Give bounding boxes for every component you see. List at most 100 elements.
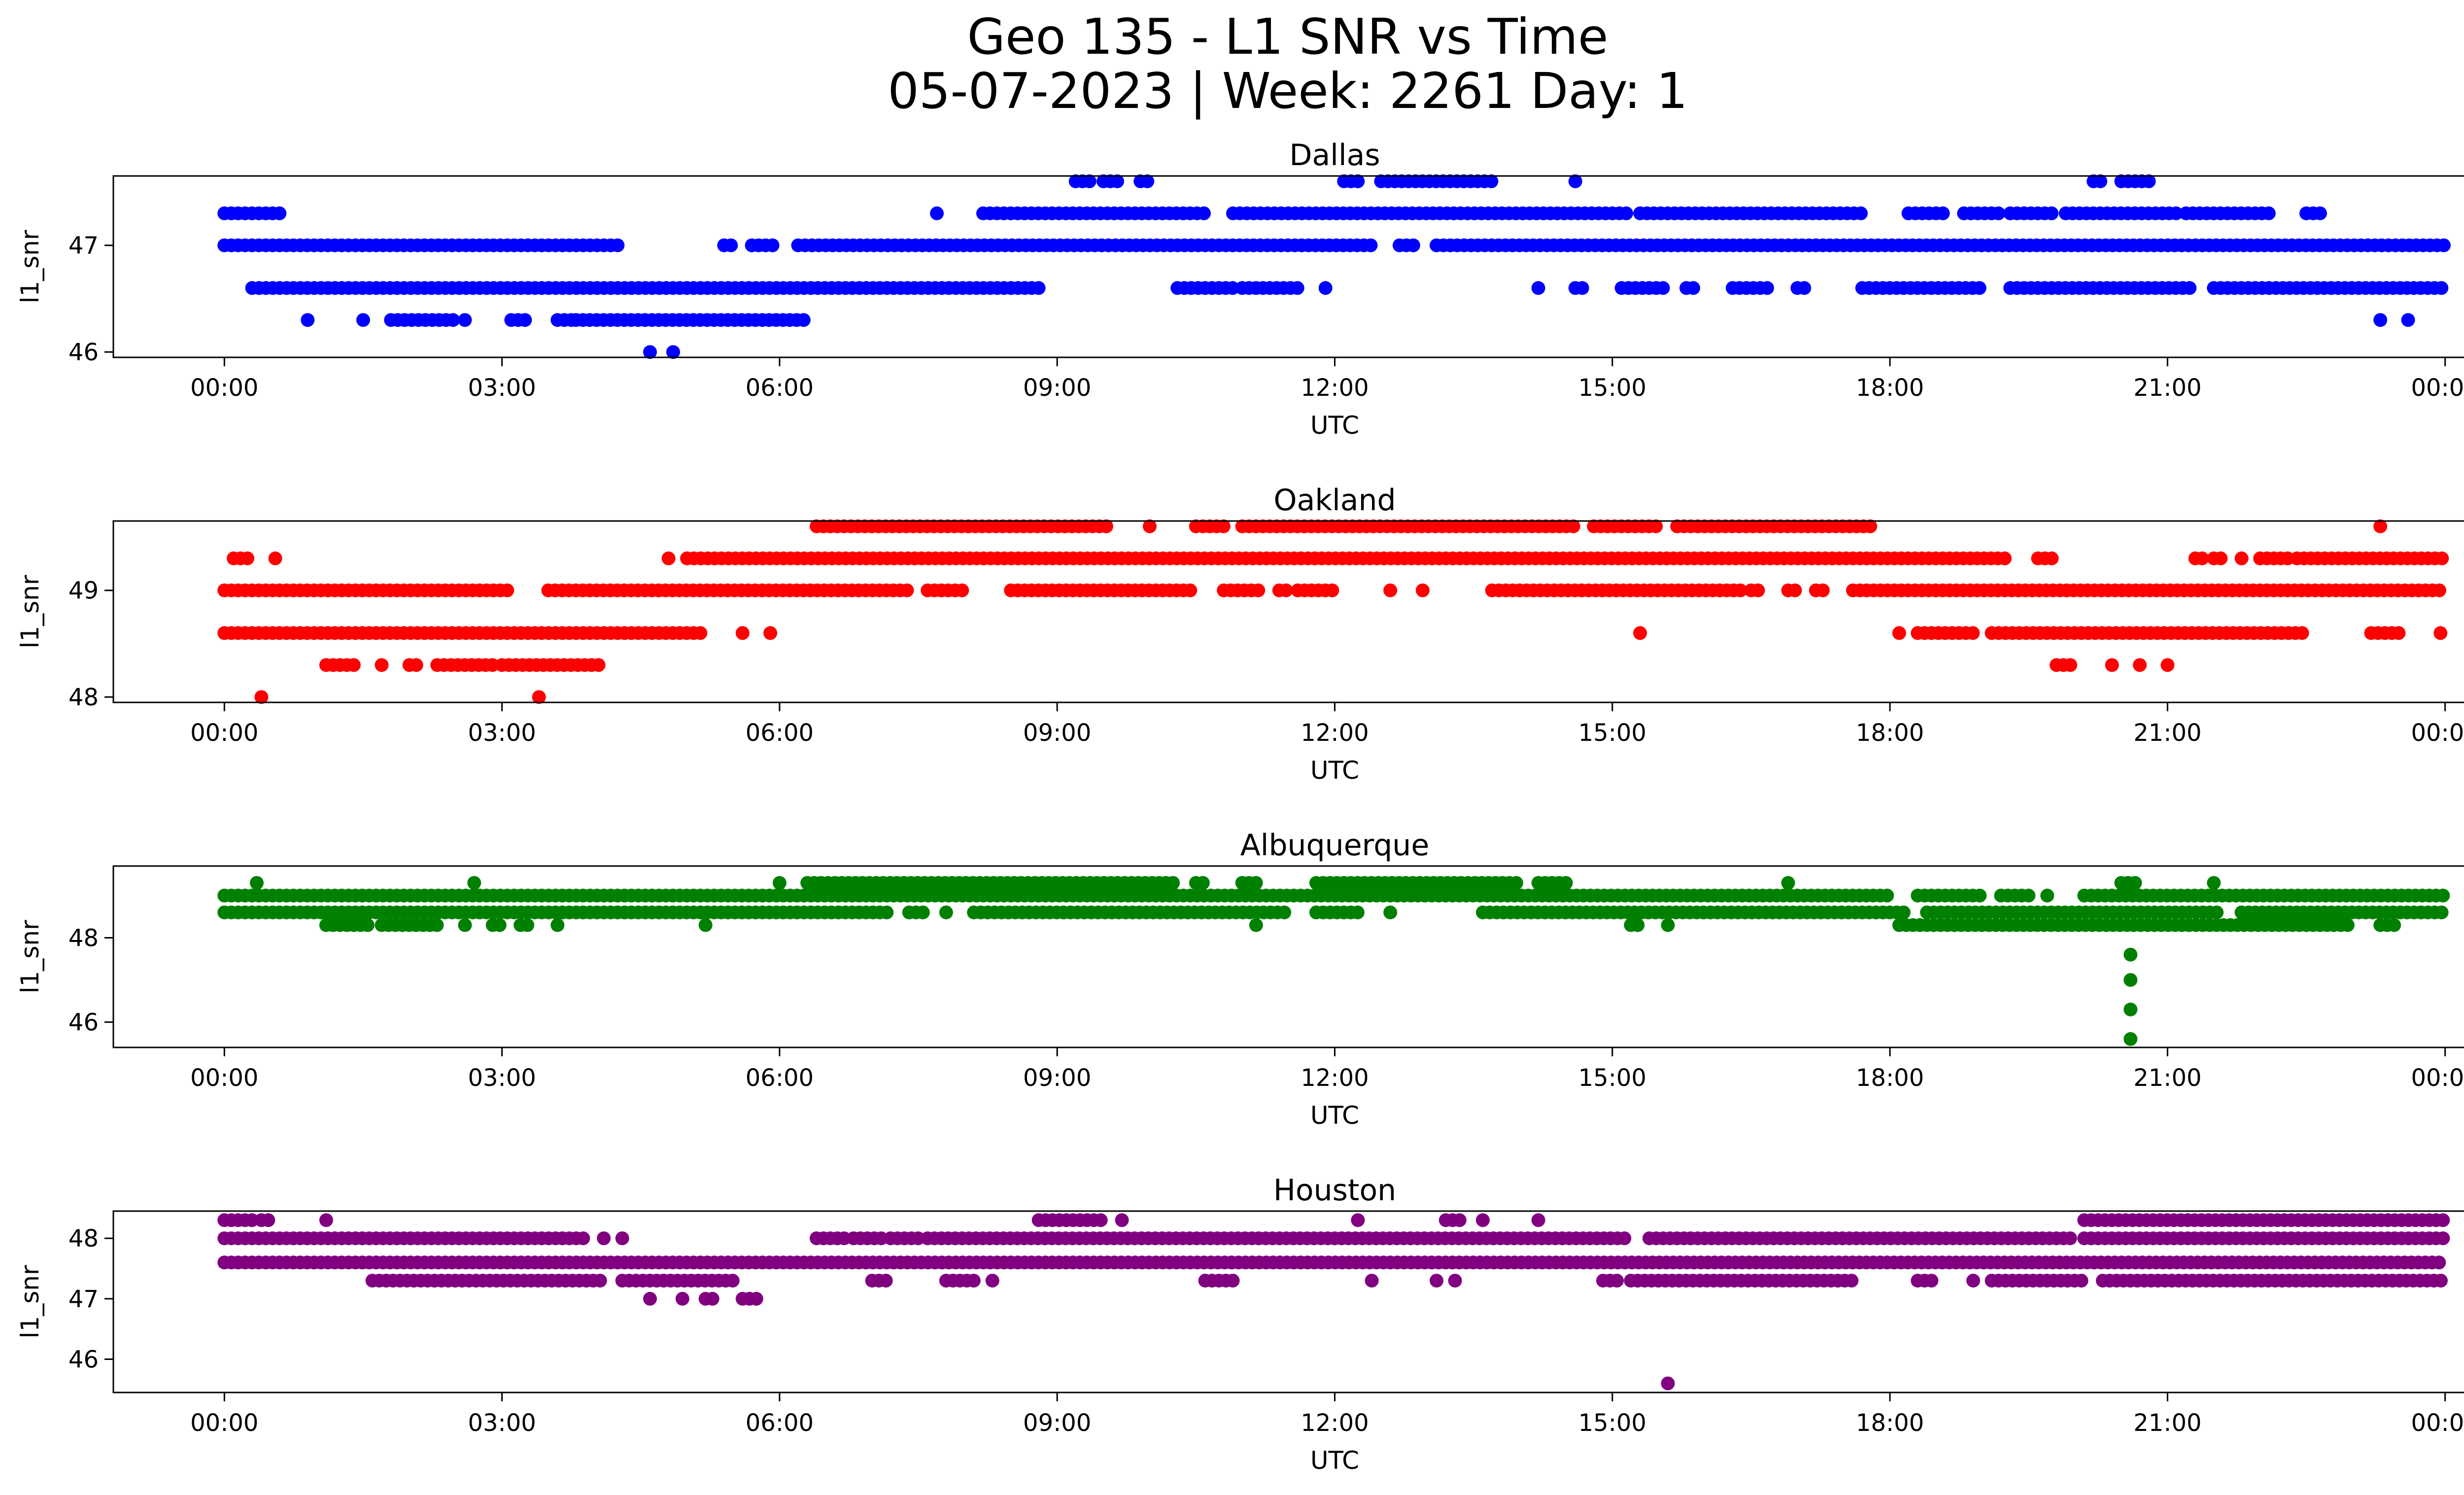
- data-point: [485, 658, 500, 672]
- scatter-row: [810, 519, 2388, 533]
- y-tick-label: 46: [68, 1009, 99, 1037]
- data-point: [1197, 206, 1211, 220]
- data-point: [1430, 1274, 1443, 1288]
- data-point: [1617, 1231, 1632, 1246]
- data-point: [2210, 905, 2224, 920]
- data-point: [1531, 1213, 1545, 1227]
- data-point: [532, 690, 546, 704]
- scatter-points: [217, 519, 2449, 704]
- data-point: [796, 313, 811, 327]
- data-point: [2434, 1274, 2448, 1288]
- data-point: [880, 905, 894, 920]
- x-tick-label: 18:00: [1856, 1064, 1924, 1092]
- x-tick-label: 00:00: [190, 719, 258, 747]
- scatter-row: [254, 690, 546, 704]
- data-point: [1249, 918, 1263, 932]
- data-point: [1325, 583, 1339, 597]
- data-point: [375, 658, 389, 672]
- data-point: [1094, 1213, 1108, 1227]
- data-point: [698, 918, 713, 932]
- data-point: [1110, 174, 1125, 188]
- data-point: [2123, 973, 2138, 987]
- data-point: [2434, 281, 2449, 295]
- data-point: [2093, 174, 2108, 188]
- data-point: [1115, 1213, 1129, 1227]
- y-tick-label: 48: [68, 1225, 99, 1252]
- x-tick-label: 18:00: [1856, 719, 1924, 747]
- data-point: [930, 206, 944, 220]
- data-point: [879, 1274, 893, 1288]
- data-point: [2373, 519, 2388, 533]
- data-point: [955, 583, 969, 597]
- data-point: [250, 876, 264, 890]
- y-tick-label: 46: [68, 339, 99, 366]
- data-point: [2123, 1003, 2138, 1016]
- data-point: [939, 905, 953, 920]
- data-point: [2045, 206, 2059, 220]
- data-point: [1892, 626, 1906, 640]
- data-point: [1631, 918, 1645, 932]
- data-point: [1099, 519, 1113, 533]
- data-point: [1751, 583, 1765, 597]
- data-point: [301, 313, 315, 327]
- axes-frame: [112, 520, 2464, 703]
- subplot-oakland: Oakland 00:00 03:00 06:00 09:00 12:00 15:00 18:…: [16, 483, 2464, 785]
- data-point: [772, 876, 787, 890]
- data-point: [2432, 583, 2446, 597]
- y-axis-label: l1_snr: [16, 230, 44, 303]
- data-point: [1249, 876, 1263, 890]
- scatter-row: [319, 658, 2175, 672]
- data-point: [550, 918, 565, 932]
- x-tick-label: 06:00: [746, 374, 814, 402]
- data-point: [1226, 1274, 1240, 1288]
- data-point: [2045, 551, 2059, 565]
- x-tick-label: 09:00: [1023, 1409, 1091, 1437]
- data-point: [1661, 918, 1675, 932]
- figure-subtitle: 05-07-2023 | Week: 2261 Day: 1: [888, 62, 1688, 120]
- data-point: [1760, 281, 1774, 295]
- data-point: [597, 1231, 611, 1246]
- scatter-row: [217, 238, 2451, 252]
- data-point: [765, 238, 780, 252]
- data-point: [1277, 905, 1292, 920]
- x-tick-label: 21:00: [2133, 374, 2201, 402]
- scatter-row: [1661, 1376, 1675, 1391]
- data-point: [2128, 876, 2142, 890]
- y-tick-label: 49: [68, 577, 99, 605]
- y-axis-label: l1_snr: [16, 575, 44, 648]
- data-point: [1661, 1376, 1675, 1391]
- x-tick-label: 18:00: [1856, 374, 1924, 402]
- scatter-row: [2123, 947, 2138, 962]
- data-point: [2432, 1255, 2446, 1270]
- data-point: [2183, 281, 2197, 295]
- x-tick-label: 00:00: [2411, 1064, 2464, 1092]
- data-point: [591, 658, 606, 672]
- data-point: [1351, 174, 1365, 188]
- data-point: [446, 313, 460, 327]
- x-tick-label: 00:00: [190, 1064, 258, 1092]
- data-point: [500, 583, 514, 597]
- x-tick-label: 21:00: [2133, 1409, 2201, 1437]
- scatter-points: [217, 174, 2451, 359]
- subplot-albuquerque: Albuquerque 00:00 03:00 06:00 09:00 12:00 15:0…: [16, 828, 2464, 1130]
- data-point: [985, 1274, 999, 1288]
- data-point: [1815, 583, 1830, 597]
- data-point: [467, 876, 481, 890]
- x-tick-label: 00:00: [190, 374, 258, 402]
- data-point: [2160, 658, 2175, 672]
- data-point: [2123, 1032, 2138, 1046]
- y-tick-label: 47: [68, 1286, 99, 1313]
- x-tick-label: 12:00: [1300, 719, 1369, 747]
- data-point: [1140, 174, 1155, 188]
- data-point: [261, 1213, 275, 1227]
- data-point: [2401, 313, 2415, 327]
- data-point: [2234, 551, 2249, 565]
- data-point: [643, 1291, 657, 1306]
- data-point: [1781, 876, 1795, 890]
- data-point: [1656, 281, 1670, 295]
- subplot-title: Albuquerque: [1240, 828, 1430, 863]
- data-point: [2214, 551, 2228, 565]
- scatter-row: [217, 206, 2327, 220]
- data-point: [1509, 876, 1523, 890]
